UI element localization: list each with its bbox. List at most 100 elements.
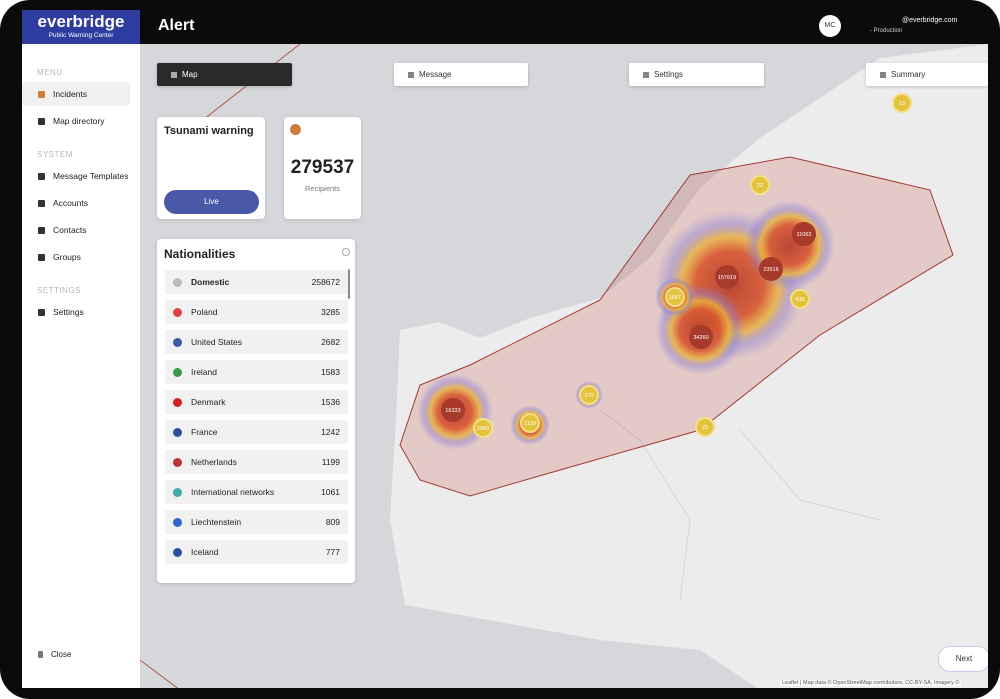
nationality-name: Ireland [191, 367, 217, 377]
nationality-count: 1242 [321, 427, 340, 437]
flag [173, 278, 182, 288]
cluster[interactable]: 23 [695, 417, 715, 437]
flag [173, 428, 182, 438]
nationality-row: Iceland 777 [165, 540, 348, 564]
nationality-row: France 1242 [165, 420, 348, 444]
nav-item[interactable]: Groups [22, 245, 130, 269]
nav-icon [38, 173, 45, 181]
close-label: Close [51, 650, 72, 659]
scrollbar [348, 269, 350, 299]
flag [173, 488, 182, 498]
nationality-count: 258672 [311, 277, 340, 287]
cluster-count: 370 [584, 393, 593, 399]
sidebar: Close MENU Incidents Map directory SYSTEM Me… [22, 44, 140, 688]
nav-label: Message Templates [53, 171, 129, 181]
tab[interactable]: Message [394, 63, 528, 86]
nationality-row: Liechtenstein 809 [165, 510, 348, 534]
nav-label: Incidents [53, 89, 88, 99]
cluster[interactable]: 436 [790, 289, 810, 309]
cluster-count: 2960 [477, 426, 489, 432]
cluster[interactable]: 157619 [715, 265, 739, 289]
cluster[interactable]: 22 [750, 175, 770, 195]
cluster-marker [520, 413, 540, 433]
nationality-count: 1583 [321, 367, 340, 377]
heat-blob [745, 200, 835, 290]
nationality-row: International networks 1061 [165, 480, 348, 504]
section-label: MENU [37, 68, 63, 77]
tab[interactable]: Settings [629, 63, 764, 86]
brand-name: everbridge [37, 12, 125, 31]
tab-label: Summary [891, 70, 926, 79]
map[interactable]: 19 22 11063 157619 23516 1667 436 34260 16333 296… [140, 44, 988, 688]
nationality-count: 1061 [321, 487, 340, 497]
nav-icon [38, 91, 45, 99]
nav-icon [38, 254, 45, 262]
brand[interactable]: everbridge Public Warning Center [22, 10, 140, 44]
tab[interactable]: Summary [866, 63, 988, 86]
cluster[interactable]: 11063 [792, 222, 816, 246]
flag [173, 308, 182, 318]
cluster-marker [441, 398, 465, 422]
cluster[interactable]: 16333 [441, 398, 465, 422]
nav-label: Accounts [53, 198, 88, 208]
nationality-row: Ireland 1583 [165, 360, 348, 384]
cluster[interactable]: 1130 [520, 413, 540, 433]
cluster-count: 19 [899, 101, 905, 107]
cluster[interactable]: 2960 [473, 418, 493, 438]
nationality-name: Iceland [191, 547, 219, 557]
nav-item[interactable]: Accounts [22, 191, 130, 215]
nationality-name: International networks [191, 487, 275, 497]
cluster[interactable]: 19 [892, 93, 912, 113]
cluster[interactable]: 370 [579, 385, 599, 405]
tab-label: Message [419, 70, 452, 79]
environment: - Production [870, 28, 903, 34]
cluster-marker [665, 287, 685, 307]
nationality-count: 777 [325, 547, 340, 557]
road [599, 409, 881, 601]
cluster-count: 34260 [693, 335, 708, 341]
nav-item[interactable]: Contacts [22, 218, 130, 242]
cluster-count: 16333 [445, 408, 460, 414]
nav-label: Map directory [53, 116, 105, 126]
avatar[interactable]: MC [819, 15, 841, 37]
nav-icon [38, 309, 45, 317]
close[interactable]: Close [38, 650, 71, 659]
section-label: SETTINGS [37, 286, 82, 295]
nationality-name: Liechtenstein [191, 517, 242, 527]
refresh-icon[interactable] [342, 248, 350, 256]
flag [173, 338, 182, 348]
nav-icon [38, 118, 45, 126]
tab-label: Map [182, 70, 198, 79]
page-title: Alert [158, 17, 195, 34]
cluster[interactable]: 23516 [759, 257, 783, 281]
cluster-marker [579, 385, 599, 405]
cluster-count: 1130 [524, 421, 536, 427]
nationality-row: Netherlands 1199 [165, 450, 348, 474]
live-button[interactable]: Live [164, 190, 259, 214]
nav-item[interactable]: Map directory [22, 109, 130, 133]
nav-item[interactable]: Message Templates [22, 164, 130, 188]
next-button[interactable]: Next [938, 646, 988, 672]
nationalities-card: Nationalities Domestic 258672 Poland 3285 Un… [157, 239, 355, 583]
cluster-count: 1667 [669, 295, 681, 301]
cluster-count: 11063 [797, 232, 812, 238]
nationality-row: United States 2682 [165, 330, 348, 354]
cluster-marker [750, 175, 770, 195]
nav-label: Contacts [53, 225, 87, 235]
nav-item[interactable]: Settings [22, 300, 130, 324]
attribution: Leaflet | Map data © OpenStreetMap contr… [780, 680, 962, 686]
graticule [140, 659, 179, 688]
cluster-marker [892, 93, 912, 113]
nationality-count: 3285 [321, 307, 340, 317]
tab[interactable]: Map [157, 63, 292, 86]
nationality-row: Denmark 1536 [165, 390, 348, 414]
flag [173, 548, 182, 558]
cluster[interactable]: 1667 [665, 287, 685, 307]
header: everbridge Public Warning Center Alert M… [22, 10, 988, 44]
cluster-marker [715, 265, 739, 289]
flag [173, 368, 182, 378]
nationality-count: 2682 [321, 337, 340, 347]
cluster[interactable]: 34260 [689, 325, 713, 349]
nav-item[interactable]: Incidents [22, 82, 130, 106]
